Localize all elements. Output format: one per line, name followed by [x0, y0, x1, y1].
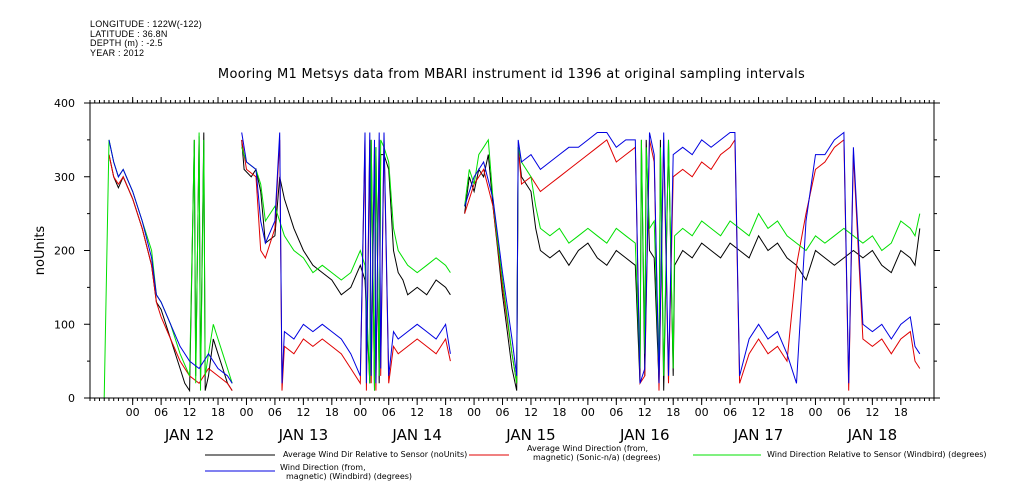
depth-text: DEPTH (m) : -2.5 — [90, 38, 163, 48]
x-tick-label: 00 — [126, 406, 140, 419]
series-line-4 — [108, 131, 921, 384]
y-tick-label: 400 — [54, 97, 75, 110]
longitude-text: LONGITUDE : 122W(-122) — [90, 19, 202, 29]
x-tick-label: 12 — [524, 406, 538, 419]
legend-label-3: Wind Direction Relative to Sensor (Windb… — [767, 450, 987, 459]
legend-label-1: Average Wind Dir Relative to Sensor (noU… — [283, 450, 467, 459]
x-tick-label: 18 — [325, 406, 339, 419]
legend-label-4-line2: magnetic) (Windbird) (degrees) — [286, 472, 412, 481]
x-day-label: JAN 13 — [278, 426, 329, 444]
x-tick-label: 12 — [296, 406, 310, 419]
x-tick-label: 06 — [154, 406, 168, 419]
x-tick-label: 18 — [894, 406, 908, 419]
legend-label-2: Average Wind Direction (from, — [527, 444, 648, 453]
x-tick-label: 18 — [211, 406, 225, 419]
x-tick-label: 18 — [439, 406, 453, 419]
x-tick-label: 06 — [382, 406, 396, 419]
x-day-label: JAN 17 — [733, 426, 784, 444]
x-tick-label: 00 — [695, 406, 709, 419]
x-tick-label: 00 — [353, 406, 367, 419]
x-tick-label: 06 — [496, 406, 510, 419]
metadata-block: LONGITUDE : 122W(-122) LATITUDE : 36.8N … — [90, 19, 202, 58]
x-day-label: JAN 14 — [391, 426, 442, 444]
year-text: YEAR : 2012 — [90, 47, 145, 58]
y-tick-label: 200 — [54, 245, 75, 258]
x-tick-label: 00 — [808, 406, 822, 419]
series-line-3 — [103, 132, 921, 398]
x-tick-label: 00 — [467, 406, 481, 419]
y-tick-label: 300 — [54, 171, 75, 184]
x-tick-label: 06 — [609, 406, 623, 419]
plot-lines — [103, 131, 921, 398]
x-day-label: JAN 16 — [619, 426, 670, 444]
x-tick-label: 12 — [638, 406, 652, 419]
x-day-label: JAN 15 — [505, 426, 556, 444]
x-tick-label: 00 — [239, 406, 253, 419]
y-axis-label: noUnits — [33, 226, 48, 276]
legend-label-4: Wind Direction (from, — [280, 463, 366, 472]
axes: 00 06 12 18 00 06 12 18 00 06 12 18 00 06 12 18 00 06 12 18… — [33, 97, 940, 444]
x-tick-label: 12 — [752, 406, 766, 419]
x-tick-label: 12 — [865, 406, 879, 419]
x-tick-label: 06 — [723, 406, 737, 419]
legend: Average Wind Dir Relative to Sensor (noU… — [205, 444, 987, 481]
latitude-text: LATITUDE : 36.8N — [90, 28, 168, 39]
chart-title: Mooring M1 Metsys data from MBARI instru… — [217, 67, 806, 82]
x-day-label: JAN 18 — [847, 426, 898, 444]
x-day-label: JAN 12 — [164, 426, 215, 444]
x-tick-label: 06 — [837, 406, 851, 419]
x-tick-label: 00 — [581, 406, 595, 419]
x-tick-label: 12 — [183, 406, 197, 419]
x-tick-label: 18 — [666, 406, 680, 419]
x-tick-label: 06 — [268, 406, 282, 419]
x-tick-label: 12 — [410, 406, 424, 419]
x-tick-label: 18 — [780, 406, 794, 419]
y-tick-label: 0 — [68, 392, 75, 405]
y-tick-label: 100 — [54, 318, 75, 331]
x-tick-label: 18 — [552, 406, 566, 419]
legend-label-2-line2: magnetic) (Sonic-n/a) (degrees) — [533, 453, 661, 462]
